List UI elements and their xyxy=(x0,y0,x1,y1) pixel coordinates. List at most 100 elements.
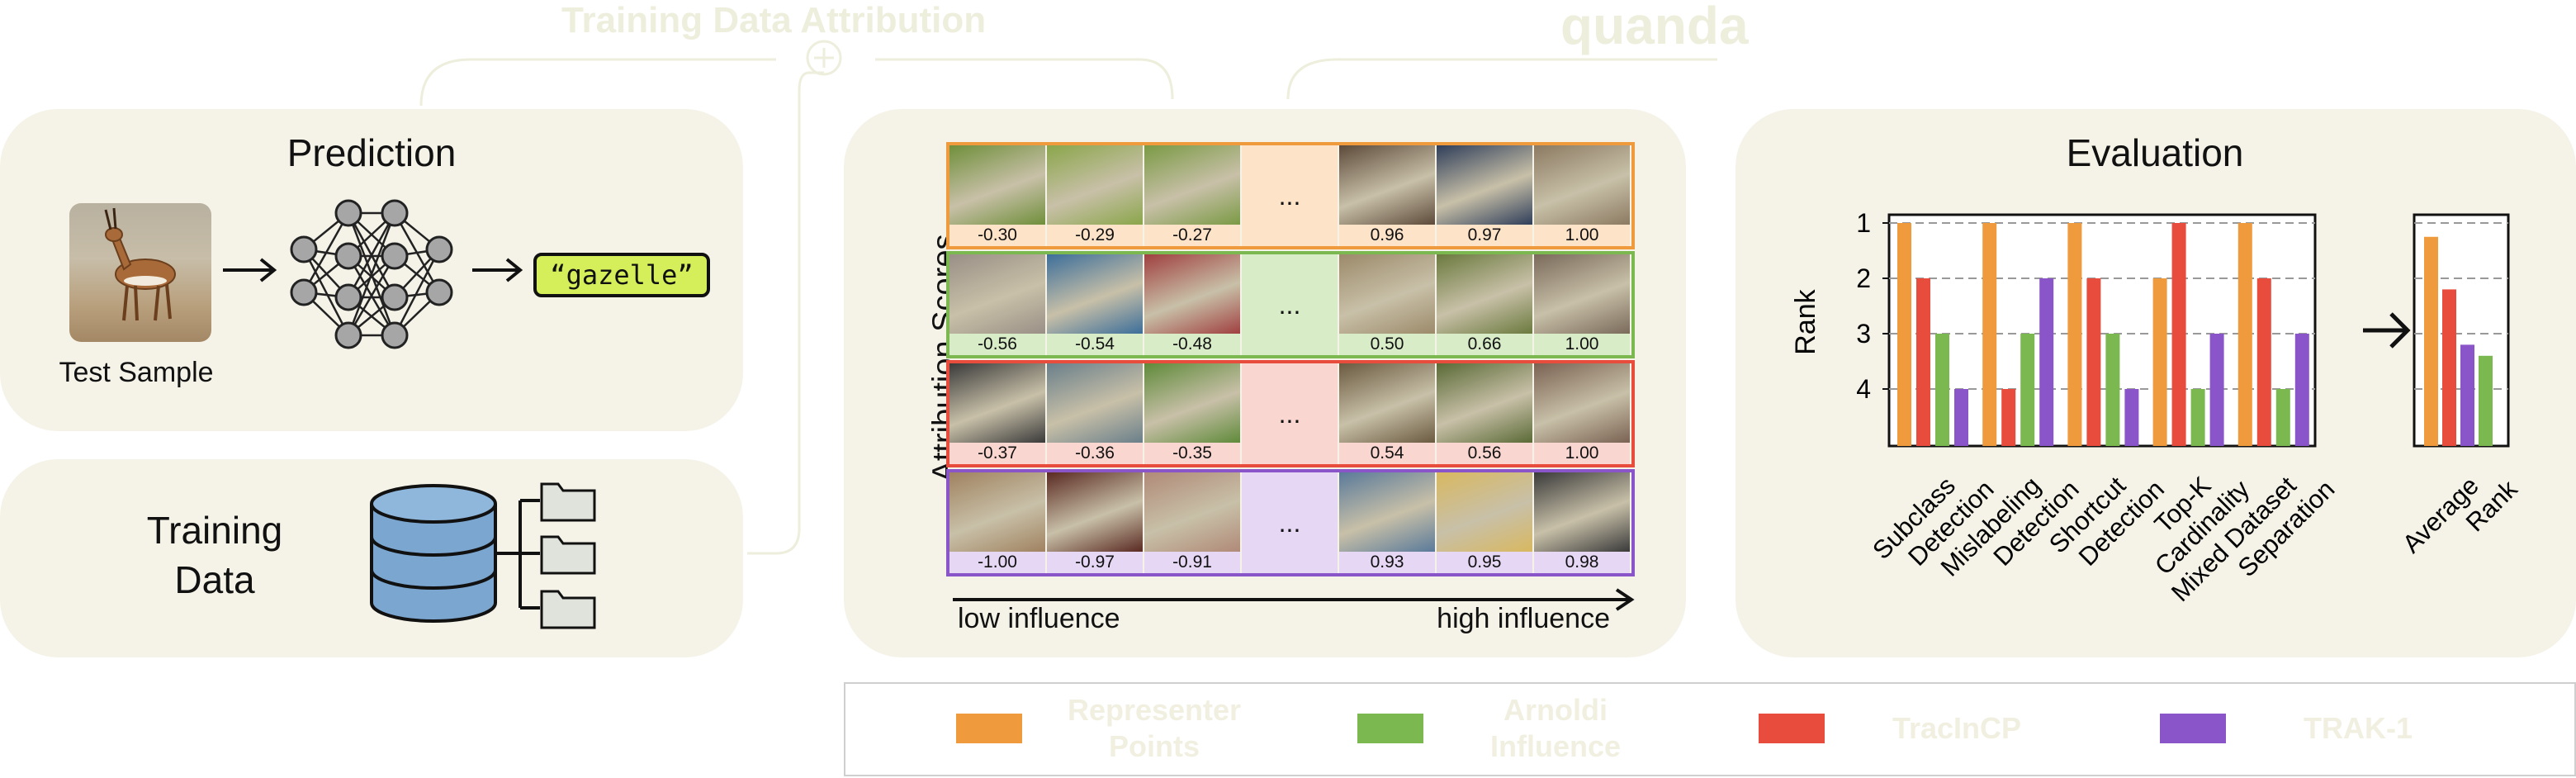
training-sample-tile: 1.00 xyxy=(1534,363,1630,464)
attribution-score: 1.00 xyxy=(1534,225,1630,246)
bar xyxy=(1954,389,1968,446)
legend-label: TracInCP xyxy=(1892,711,2022,745)
bar xyxy=(2124,389,2139,446)
bar xyxy=(2105,334,2120,446)
attribution-score: -0.56 xyxy=(949,334,1045,355)
attribution-score: 0.50 xyxy=(1339,334,1435,355)
attribution-score: -0.37 xyxy=(949,443,1045,464)
bar xyxy=(2152,278,2167,446)
attribution-score: 0.66 xyxy=(1437,334,1532,355)
low-influence-label: low influence xyxy=(958,603,1120,634)
training-sample-image xyxy=(1047,145,1143,225)
attribution-row xyxy=(946,469,1635,576)
training-sample-image xyxy=(1534,363,1630,443)
training-sample-image xyxy=(949,363,1045,443)
arrow-head xyxy=(2389,312,2411,349)
legend-label: TRAK-1 xyxy=(2304,711,2413,745)
training-title-line1: Training xyxy=(146,509,283,552)
training-sample-tile: -0.29 xyxy=(1047,145,1143,246)
bar xyxy=(2039,278,2054,446)
bar xyxy=(2209,334,2224,446)
y-axis-label: Rank xyxy=(1790,288,1821,354)
training-sample-image xyxy=(1437,472,1532,552)
influence-axis-arrow xyxy=(953,588,1635,611)
training-sample-tile: -0.35 xyxy=(1144,363,1240,464)
training-sample-image xyxy=(1437,254,1532,334)
bar xyxy=(1897,223,1911,446)
attribution-score: -0.29 xyxy=(1047,225,1143,246)
avg-bar xyxy=(2424,236,2438,446)
y-tick-label: 4 xyxy=(1856,374,1871,404)
attribution-score: 0.98 xyxy=(1534,552,1630,573)
high-influence-label: high influence xyxy=(1437,603,1610,634)
training-sample-image xyxy=(1144,145,1240,225)
training-sample-image xyxy=(949,254,1045,334)
training-sample-image xyxy=(949,472,1045,552)
training-sample-image xyxy=(1339,472,1435,552)
y-tick-label: 3 xyxy=(1856,319,1871,349)
bar xyxy=(2001,389,2016,446)
bar xyxy=(1982,223,1997,446)
attribution-score: -0.35 xyxy=(1144,443,1240,464)
avg-bar xyxy=(2460,344,2474,446)
training-sample-image xyxy=(1047,254,1143,334)
attribution-score: 0.54 xyxy=(1339,443,1435,464)
training-sample-image xyxy=(949,145,1045,225)
folder-icons xyxy=(540,482,596,629)
bar xyxy=(2067,223,2082,446)
bar xyxy=(2086,278,2101,446)
attribution-score: 0.93 xyxy=(1339,552,1435,573)
avg-x-tick-label: AverageRank xyxy=(2397,453,2523,580)
prediction-title: Prediction xyxy=(286,131,457,174)
ellipsis-cell: ... xyxy=(1242,363,1338,464)
attribution-score: -0.48 xyxy=(1144,334,1240,355)
bar xyxy=(2237,223,2252,446)
gazelle-test-image xyxy=(69,203,211,342)
evaluation-chart: 1234RankSubclassDetectionMislabelingDete… xyxy=(1790,208,2523,607)
training-sample-image xyxy=(1339,145,1435,225)
attribution-score: -0.54 xyxy=(1047,334,1143,355)
training-sample-tile: -1.00 xyxy=(949,472,1045,573)
training-sample-image xyxy=(1534,254,1630,334)
training-sample-tile: -0.91 xyxy=(1144,472,1240,573)
attribution-score: -1.00 xyxy=(949,552,1045,573)
training-sample-image xyxy=(1339,254,1435,334)
attribution-row xyxy=(946,142,1635,249)
attribution-score: 0.96 xyxy=(1339,225,1435,246)
training-sample-image xyxy=(1047,363,1143,443)
database-icon xyxy=(370,484,540,623)
training-sample-tile: -0.56 xyxy=(949,254,1045,355)
training-sample-image xyxy=(1339,363,1435,443)
legend-box xyxy=(844,682,2576,776)
ellipsis-cell: ... xyxy=(1242,472,1338,573)
training-sample-image xyxy=(1047,472,1143,552)
y-tick-label: 1 xyxy=(1856,208,1871,238)
training-sample-image xyxy=(1437,363,1532,443)
attribution-score: -0.91 xyxy=(1144,552,1240,573)
attribution-score: -0.30 xyxy=(949,225,1045,246)
bar xyxy=(2275,389,2290,446)
ellipsis-cell: ... xyxy=(1242,145,1338,246)
attribution-score: 0.56 xyxy=(1437,443,1532,464)
training-sample-tile: 0.66 xyxy=(1437,254,1532,355)
training-sample-tile: -0.30 xyxy=(949,145,1045,246)
training-sample-tile: -0.36 xyxy=(1047,363,1143,464)
header-left-title: Training Data Attribution xyxy=(561,0,987,40)
bar xyxy=(2256,278,2271,446)
attribution-score: -0.27 xyxy=(1144,225,1240,246)
legend-swatch xyxy=(1357,714,1423,743)
training-sample-tile: 0.56 xyxy=(1437,363,1532,464)
avg-bar xyxy=(2442,289,2456,446)
neural-network-diagram xyxy=(223,199,523,349)
prediction-output-label: “gazelle” xyxy=(533,253,710,297)
bar xyxy=(1935,334,1949,446)
attribution-row xyxy=(946,251,1635,358)
training-sample-image xyxy=(1534,472,1630,552)
evaluation-title: Evaluation xyxy=(2066,131,2244,174)
training-sample-tile: 1.00 xyxy=(1534,145,1630,246)
bar xyxy=(2020,334,2035,446)
bar xyxy=(1916,278,1930,446)
bar xyxy=(2171,223,2186,446)
avg-bar xyxy=(2479,355,2493,446)
